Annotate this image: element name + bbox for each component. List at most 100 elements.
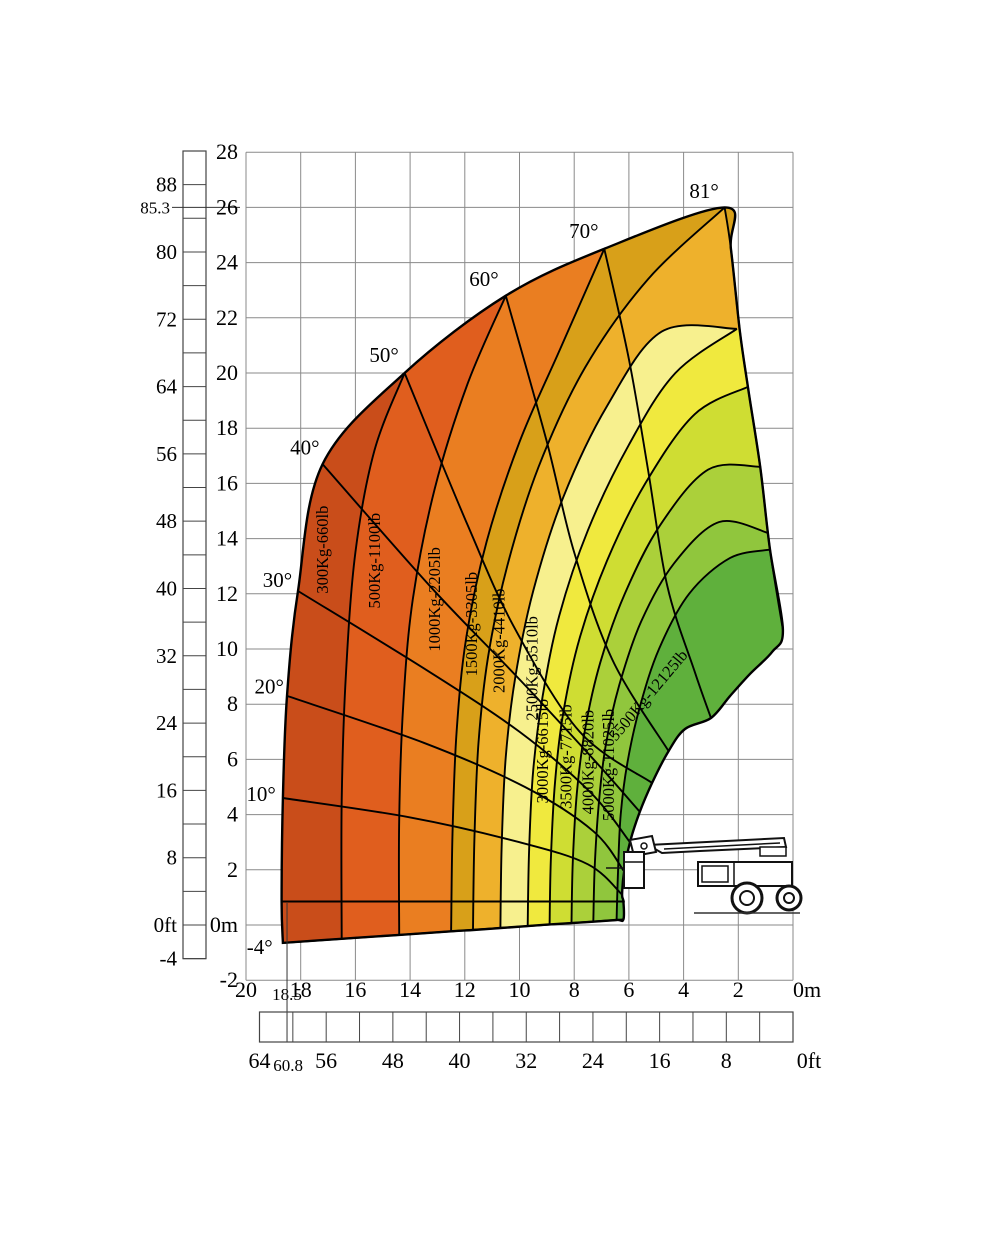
bottom-ft-ruler: 64 56 48 40 32 24 16 8 0ft 60.8 xyxy=(248,1011,821,1075)
zone-boundary-4000Kg-8820lb xyxy=(570,463,761,924)
y-m-tick-label: 2 xyxy=(227,857,238,882)
x-m-tick-label: 12 xyxy=(454,977,476,1002)
y-m-tick-label: 12 xyxy=(216,581,238,606)
zone-5500Kg-12125lb xyxy=(616,549,783,921)
x-ft-tick-label: 48 xyxy=(382,1048,404,1073)
angle-lines xyxy=(281,207,784,944)
x-ft-tick-label: 32 xyxy=(515,1048,537,1073)
y-m-tick-label: 6 xyxy=(227,746,238,771)
angle-label: 81° xyxy=(689,179,718,203)
angle-line-30° xyxy=(297,590,631,843)
zone-label: 2500Kg-5510lb xyxy=(522,616,541,721)
y-ft-tick-label: 32 xyxy=(156,644,177,668)
zone-label: 500Kg-1100lb xyxy=(365,513,384,609)
angle-label: 10° xyxy=(246,782,275,806)
angle-label: 30° xyxy=(263,568,292,592)
zone-label: 3500Kg-7715lb xyxy=(556,704,575,809)
angle-line-81° xyxy=(723,207,784,630)
angle-label: 20° xyxy=(255,674,284,698)
x-ft-tick-label: 64 xyxy=(248,1048,270,1073)
x-m-tick-label: 4 xyxy=(678,977,689,1002)
zone-boundary-2500Kg-5510lb xyxy=(499,324,737,929)
y-m-tick-label: 24 xyxy=(216,250,238,275)
x-ft-tick-label: 24 xyxy=(582,1048,604,1073)
y-m-tick-label: 16 xyxy=(216,470,238,495)
y-axis-m-labels: 28 26 24 22 20 18 16 14 12 10 8 6 4 2 0m -2 xyxy=(210,139,238,992)
zone-label: 1000Kg-2205lb xyxy=(425,547,444,652)
max-height-label: 85.3 xyxy=(140,198,170,217)
angle-label: 60° xyxy=(469,267,498,291)
zone-boundary-3500Kg-7715lb xyxy=(548,385,749,925)
y-ft-tick-label: 64 xyxy=(156,375,178,399)
angle-label: 40° xyxy=(290,436,319,460)
y-ft-tick-label: 16 xyxy=(156,778,177,802)
y-m-tick-label: 10 xyxy=(216,636,238,661)
y-ft-tick-label: 40 xyxy=(156,576,177,600)
zone-label: 4000Kg-8820lb xyxy=(578,710,597,815)
angle-label: 70° xyxy=(569,219,598,243)
x-ft-tick-label: 16 xyxy=(649,1048,671,1073)
zone-boundary-2000Kg-4410lb xyxy=(472,206,726,931)
zone-boundary-1500Kg-3305lb xyxy=(450,248,606,932)
x-m-tick-label: 14 xyxy=(399,977,421,1002)
zone-boundary-500Kg-1100lb xyxy=(340,372,406,939)
y-ft-tick-label: 48 xyxy=(156,509,177,533)
y-ft-tick-label: 8 xyxy=(167,846,178,870)
zone-label: 2000Kg-4410lb xyxy=(489,588,508,693)
y-m-tick-label: 28 xyxy=(216,139,238,164)
capacity-zones xyxy=(281,207,783,943)
x-ft-tick-label: 8 xyxy=(721,1048,732,1073)
y-ft-tick-label: 88 xyxy=(156,173,177,197)
y-ft-tick-label: 56 xyxy=(156,442,177,466)
x-m-tick-label: 8 xyxy=(569,977,580,1002)
y-m-tick-label: 26 xyxy=(216,194,238,219)
angle-label: -4° xyxy=(247,935,273,959)
zone-label: 3000Kg-6615lb xyxy=(533,699,552,804)
y-m-tick-label: 18 xyxy=(216,415,238,440)
angle-line-50° xyxy=(403,372,653,784)
y-m-tick-label: 22 xyxy=(216,305,238,330)
y-ft-tick-label: 0ft xyxy=(154,913,177,937)
y-ft-tick-label: -4 xyxy=(160,947,178,971)
angle-label: 50° xyxy=(369,343,398,367)
x-m-tick-label: 16 xyxy=(344,977,366,1002)
y-ft-tick-label: 24 xyxy=(156,711,178,735)
zone-boundary-1000Kg-2205lb xyxy=(397,295,507,935)
angle-line-20° xyxy=(286,695,625,872)
zone-label: 300Kg-660lb xyxy=(313,506,332,594)
x-m-tick-label: 0m xyxy=(793,977,821,1002)
zone-boundary-3000Kg-6615lb xyxy=(526,328,738,927)
x-m-tick-label: 6 xyxy=(623,977,634,1002)
y-m-tick-label: 20 xyxy=(216,360,238,385)
y-m-tick-label: 0m xyxy=(210,912,238,937)
x-m-tick-label: 2 xyxy=(733,977,744,1002)
x-ft-tick-label: 0ft xyxy=(797,1048,821,1073)
zone-label: 1500Kg-3305lb xyxy=(462,572,481,677)
angle-labels: -4° 10° 20° 30° 40° 50° 60° 70° 81° xyxy=(246,179,718,959)
x-m-tick-label: 20 xyxy=(235,977,257,1002)
angle-line--4° xyxy=(282,918,624,944)
y-m-tick-label: 8 xyxy=(227,691,238,716)
max-reach-ft-label: 60.8 xyxy=(273,1056,303,1075)
angle-line-40° xyxy=(321,463,641,813)
angle-line-10° xyxy=(282,797,623,896)
x-m-tick-label: 10 xyxy=(509,977,531,1002)
y-ft-tick-label: 80 xyxy=(156,240,177,264)
zone-label: 5000Kg-11025lb xyxy=(599,709,618,821)
y-m-tick-label: -2 xyxy=(220,967,238,992)
zone-boundaries xyxy=(340,206,771,939)
zone-boundary-5000Kg-11025lb xyxy=(592,520,769,922)
angle-line-60° xyxy=(504,295,670,752)
y-ft-tick-label: 72 xyxy=(156,307,177,331)
x-ft-tick-label: 40 xyxy=(449,1048,471,1073)
angle-line-70° xyxy=(603,248,712,719)
x-m-tick-label: 18 xyxy=(290,977,312,1002)
y-m-tick-label: 14 xyxy=(216,526,238,551)
truck-illustration xyxy=(606,834,803,915)
x-ft-tick-label: 56 xyxy=(315,1048,337,1073)
y-m-tick-label: 4 xyxy=(227,802,238,827)
